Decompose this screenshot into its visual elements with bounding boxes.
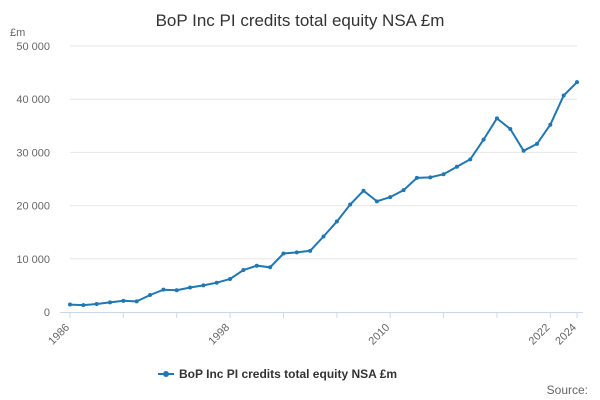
series-points bbox=[68, 80, 579, 308]
data-point[interactable] bbox=[521, 148, 526, 153]
data-point[interactable] bbox=[481, 137, 486, 142]
data-point[interactable] bbox=[468, 157, 473, 162]
legend-series-marker-icon bbox=[163, 371, 169, 377]
data-point[interactable] bbox=[361, 188, 366, 193]
data-point[interactable] bbox=[121, 298, 126, 303]
data-point[interactable] bbox=[561, 93, 566, 98]
data-point[interactable] bbox=[401, 188, 406, 193]
data-point[interactable] bbox=[548, 122, 553, 127]
data-point[interactable] bbox=[294, 250, 299, 255]
data-point[interactable] bbox=[414, 175, 419, 180]
data-point[interactable] bbox=[348, 202, 353, 207]
data-point[interactable] bbox=[308, 248, 313, 253]
data-point[interactable] bbox=[214, 280, 219, 285]
data-point[interactable] bbox=[441, 172, 446, 177]
y-tick-label: 10 000 bbox=[16, 254, 50, 266]
data-point[interactable] bbox=[388, 195, 393, 200]
y-tick-label: 20 000 bbox=[16, 201, 50, 213]
series-line bbox=[69, 81, 578, 307]
data-point[interactable] bbox=[94, 302, 99, 307]
data-point[interactable] bbox=[268, 265, 273, 270]
y-tick-label: 30 000 bbox=[16, 147, 50, 159]
data-point[interactable] bbox=[134, 299, 139, 304]
data-point[interactable] bbox=[534, 141, 539, 146]
data-point[interactable] bbox=[201, 283, 206, 288]
data-point[interactable] bbox=[174, 288, 179, 293]
x-tick-label: 2024 bbox=[553, 322, 579, 348]
data-point[interactable] bbox=[241, 267, 246, 272]
chart-title: BoP Inc PI credits total equity NSA £m bbox=[156, 11, 445, 30]
x-tick-label: 2010 bbox=[367, 322, 393, 348]
legend-series-label: BoP Inc PI credits total equity NSA £m bbox=[179, 367, 397, 381]
x-axis-ticks: 1986 1998 2010 2022 2024 bbox=[46, 312, 579, 347]
data-point[interactable] bbox=[254, 263, 259, 268]
y-axis-unit-label: £m bbox=[10, 27, 25, 39]
data-point[interactable] bbox=[334, 219, 339, 224]
data-point[interactable] bbox=[321, 234, 326, 239]
x-tick-label: 2022 bbox=[527, 322, 553, 348]
y-tick-label: 50 000 bbox=[16, 41, 50, 53]
data-point[interactable] bbox=[281, 251, 286, 256]
data-point[interactable] bbox=[188, 285, 193, 290]
data-point[interactable] bbox=[428, 175, 433, 180]
data-point[interactable] bbox=[374, 199, 379, 204]
data-point[interactable] bbox=[508, 126, 513, 131]
x-tick-label: 1998 bbox=[206, 322, 232, 348]
source-label: Source: bbox=[547, 383, 588, 397]
data-point[interactable] bbox=[161, 287, 166, 292]
data-point[interactable] bbox=[494, 116, 499, 121]
data-point[interactable] bbox=[68, 302, 72, 307]
y-tick-label: 0 bbox=[44, 307, 50, 319]
data-point[interactable] bbox=[454, 164, 459, 169]
x-tick-label: 1986 bbox=[46, 322, 72, 348]
y-tick-label: 40 000 bbox=[16, 94, 50, 106]
data-point[interactable] bbox=[228, 277, 233, 282]
gridlines bbox=[70, 45, 577, 260]
y-axis-tick-labels: 0 10 000 20 000 30 000 40 000 50 000 bbox=[16, 41, 50, 319]
data-point[interactable] bbox=[81, 303, 86, 308]
data-point[interactable] bbox=[108, 300, 113, 305]
data-point[interactable] bbox=[575, 80, 579, 85]
legend[interactable]: BoP Inc PI credits total equity NSA £m bbox=[158, 367, 397, 381]
data-point[interactable] bbox=[148, 292, 153, 297]
